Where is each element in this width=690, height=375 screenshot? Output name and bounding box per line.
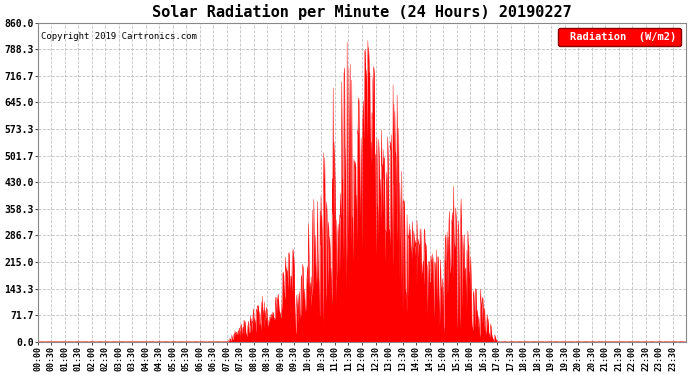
Title: Solar Radiation per Minute (24 Hours) 20190227: Solar Radiation per Minute (24 Hours) 20… (152, 4, 571, 20)
Text: Copyright 2019 Cartronics.com: Copyright 2019 Cartronics.com (41, 32, 197, 41)
Legend: Radiation  (W/m2): Radiation (W/m2) (558, 28, 680, 46)
